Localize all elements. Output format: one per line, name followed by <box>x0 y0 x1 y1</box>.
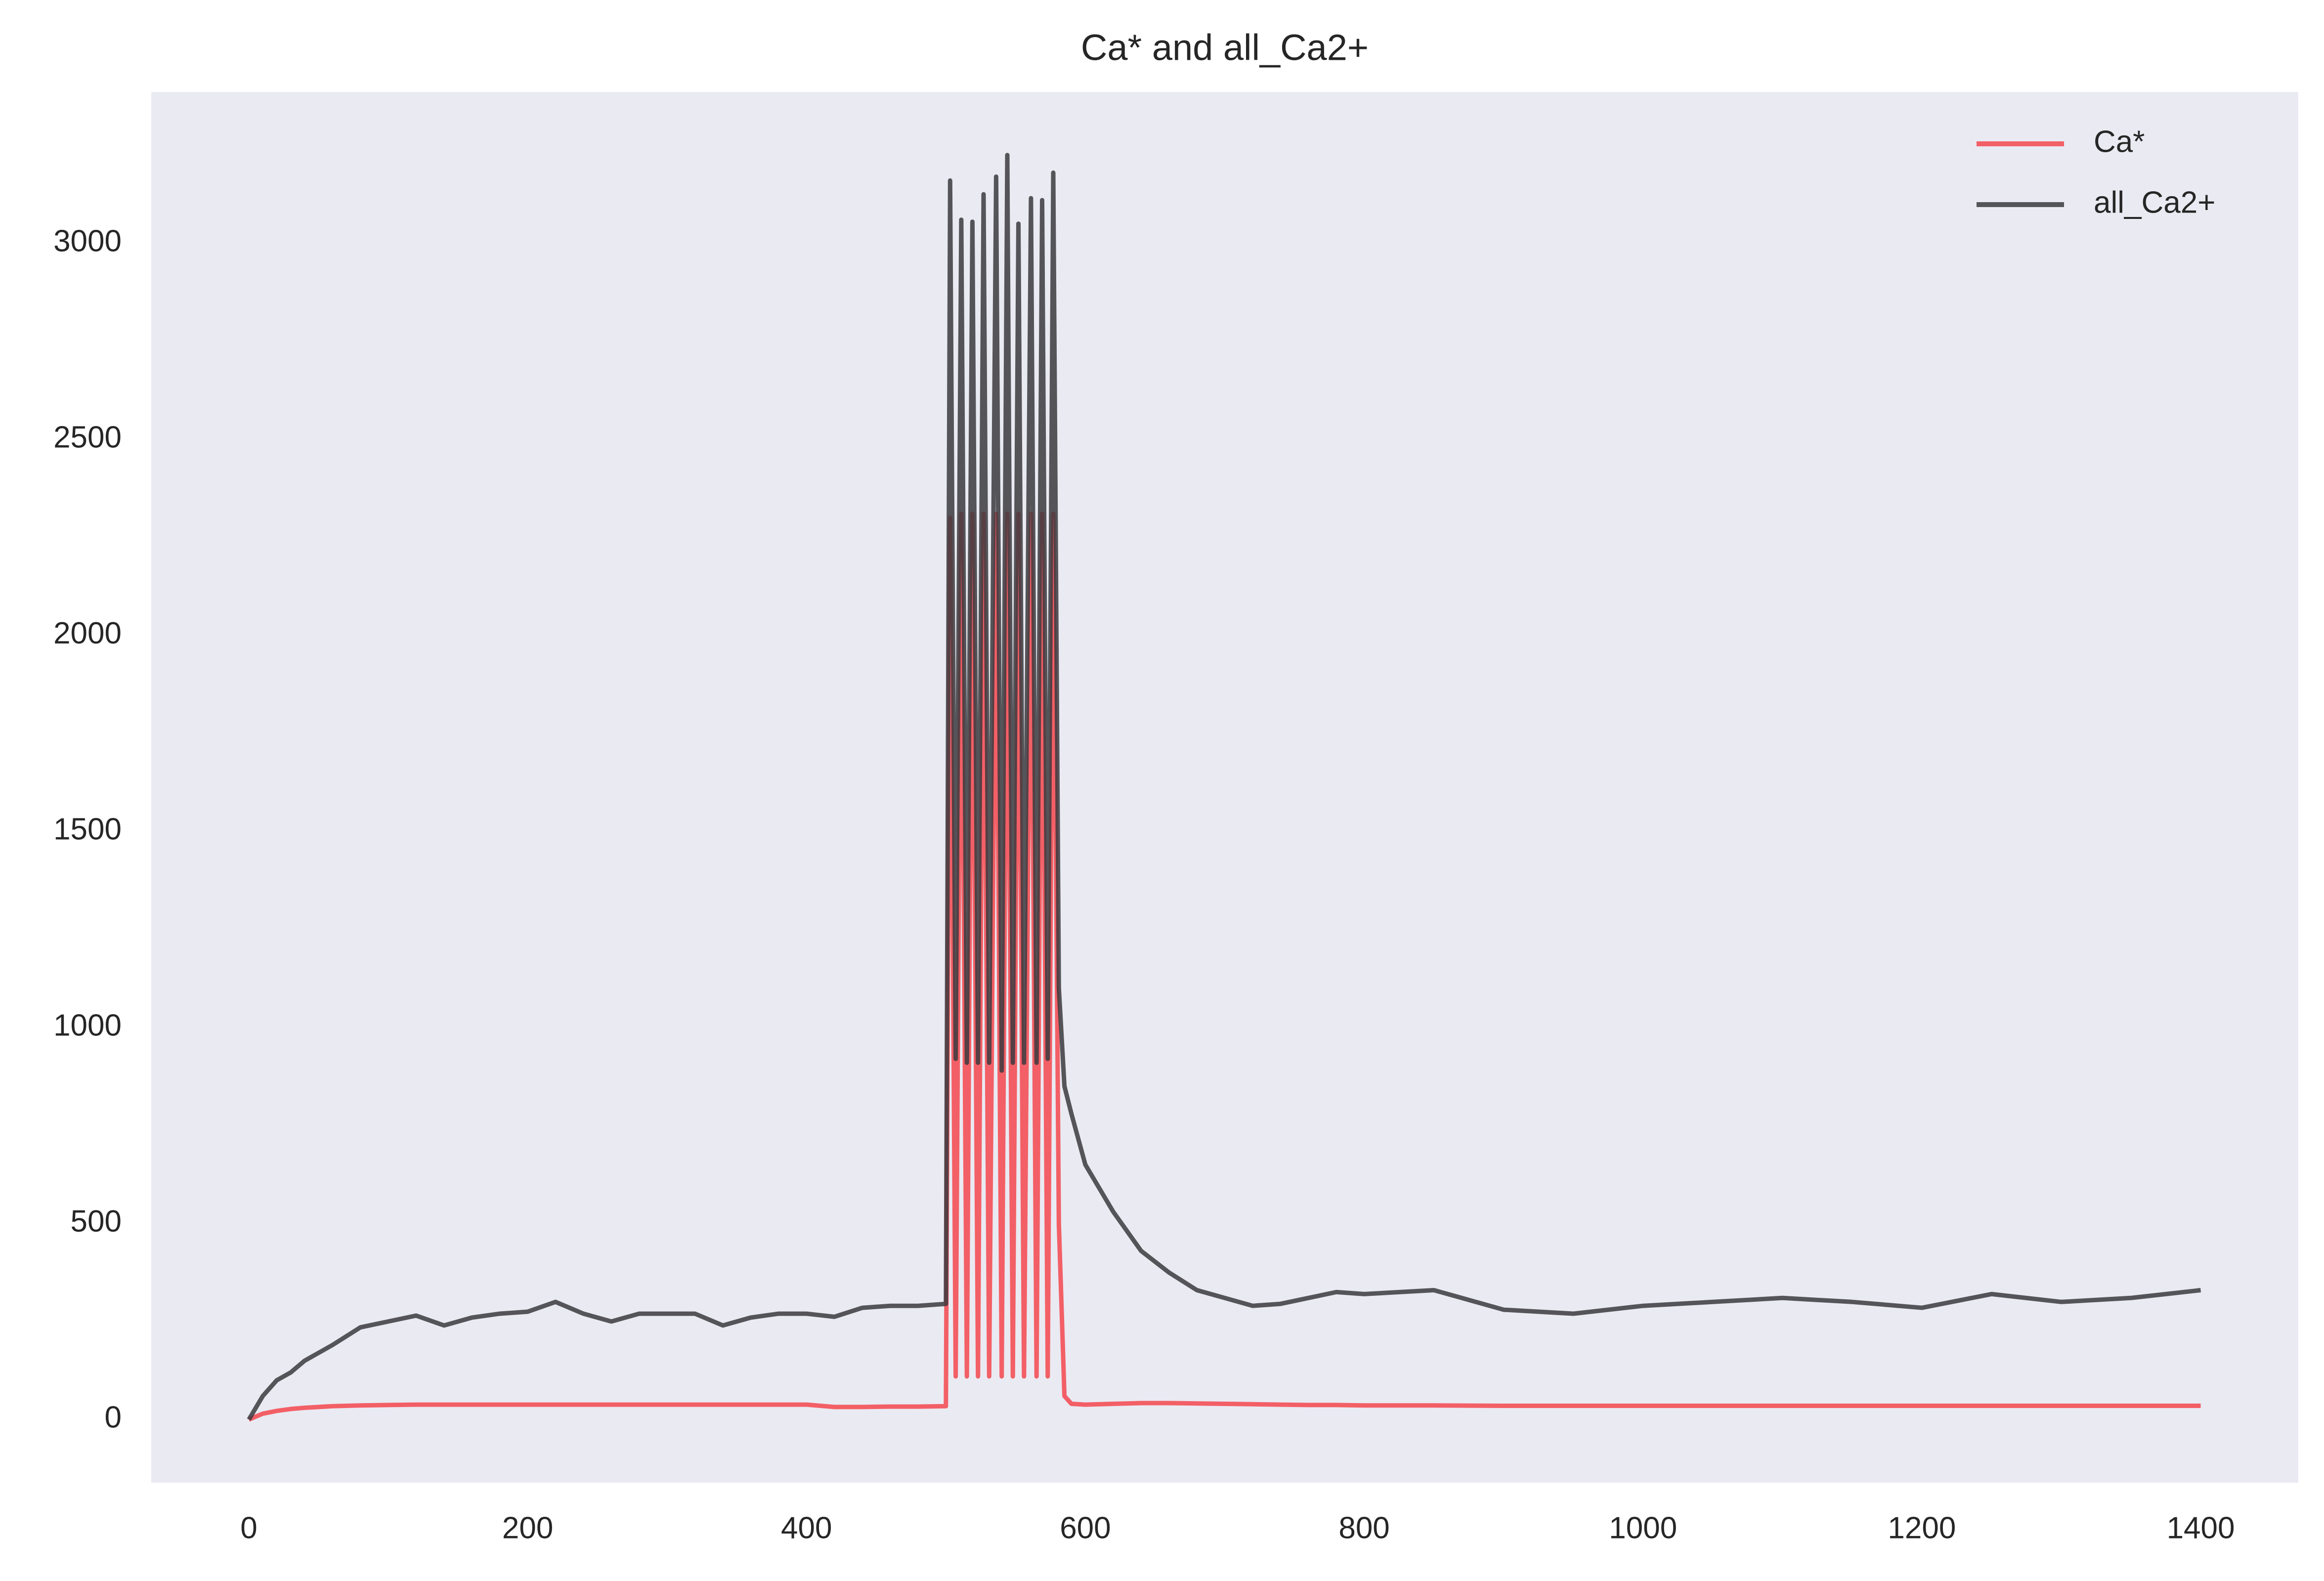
x-tick-label: 0 <box>240 1511 257 1545</box>
x-tick-label: 1200 <box>1888 1511 1956 1545</box>
y-tick-label: 2000 <box>53 616 122 650</box>
x-tick-label: 600 <box>1060 1511 1111 1545</box>
legend-label: Ca* <box>2094 125 2145 159</box>
plot-area <box>151 92 2298 1483</box>
data-line <box>247 153 2201 1421</box>
y-tick-label: 0 <box>105 1401 122 1435</box>
y-tick-label: 1000 <box>53 1008 122 1042</box>
x-tick-label: 1400 <box>2167 1511 2235 1545</box>
y-tick-label: 1500 <box>53 812 122 847</box>
x-tick-label: 1000 <box>1609 1511 1677 1545</box>
chart-title: Ca* and all_Ca2+ <box>1081 27 1369 68</box>
x-tick-label: 800 <box>1338 1511 1389 1545</box>
y-tick-label: 2500 <box>53 420 122 454</box>
x-tick-label: 200 <box>502 1511 553 1545</box>
y-tick-label: 500 <box>71 1204 122 1239</box>
legend-label: all_Ca2+ <box>2094 185 2215 219</box>
x-tick-label: 400 <box>781 1511 832 1545</box>
y-tick-label: 3000 <box>53 224 122 258</box>
